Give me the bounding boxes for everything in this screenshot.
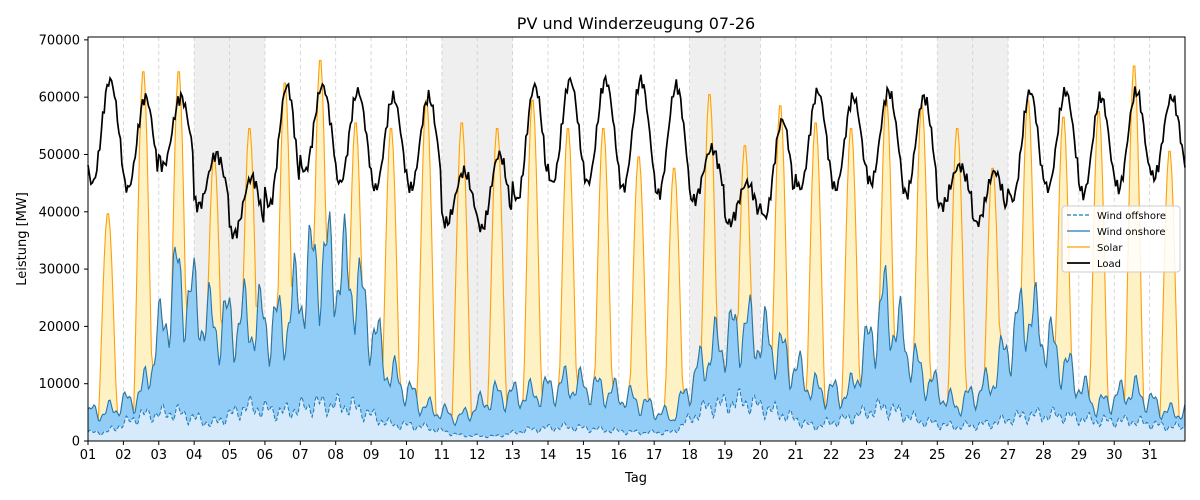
load-line bbox=[87, 73, 1186, 240]
x-ticks: 01 02 03 04 05 06 07 08 09 10 11 12 13 14 15 16 17 18 19 20… bbox=[80, 441, 1158, 463]
x-tick-label-07: 07 bbox=[292, 448, 309, 463]
x-tick-label-21: 21 bbox=[787, 448, 804, 463]
x-tick-label-05: 05 bbox=[221, 448, 238, 463]
x-tick-label-28: 28 bbox=[1035, 448, 1052, 463]
y-ticks: 0 10000 20000 30000 40000 50000 60000 70000 bbox=[39, 33, 88, 450]
x-tick-label-26: 26 bbox=[964, 448, 981, 463]
x-tick-label-30: 30 bbox=[1106, 448, 1123, 463]
legend-label-wind-offshore: Wind offshore bbox=[1097, 211, 1166, 222]
plot-frame bbox=[87, 36, 1186, 442]
x-tick-label-22: 22 bbox=[823, 448, 840, 463]
x-tick-label-04: 04 bbox=[186, 448, 203, 463]
solar-area bbox=[88, 60, 1185, 426]
x-tick-label-03: 03 bbox=[151, 448, 168, 463]
y-tick-label-20000: 20000 bbox=[39, 320, 80, 335]
chart-title: PV und Winderzeugung 07-26 bbox=[517, 14, 755, 33]
y-tick-label-60000: 60000 bbox=[39, 91, 80, 106]
y-tick-label-70000: 70000 bbox=[39, 33, 80, 48]
legend: Wind offshore Wind onshore Solar Load bbox=[1061, 205, 1181, 273]
x-tick-label-31: 31 bbox=[1141, 448, 1158, 463]
wind-onshore-area bbox=[88, 211, 1185, 438]
x-tick-label-29: 29 bbox=[1071, 448, 1088, 463]
y-tick-label-40000: 40000 bbox=[39, 205, 80, 220]
wind-offshore-area bbox=[88, 388, 1185, 441]
x-tick-label-08: 08 bbox=[327, 448, 344, 463]
y-tick-label-0: 0 bbox=[72, 435, 80, 450]
wind-offshore-line bbox=[87, 387, 1186, 439]
x-tick-label-06: 06 bbox=[257, 448, 274, 463]
x-tick-label-11: 11 bbox=[434, 448, 451, 463]
x-axis-label: Tag bbox=[624, 471, 647, 486]
legend-label-solar: Solar bbox=[1097, 243, 1123, 254]
y-tick-label-10000: 10000 bbox=[39, 377, 80, 392]
x-tick-label-17: 17 bbox=[646, 448, 663, 463]
y-tick-label-30000: 30000 bbox=[39, 263, 80, 278]
x-tick-label-23: 23 bbox=[858, 448, 875, 463]
x-tick-label-12: 12 bbox=[469, 448, 486, 463]
legend-box bbox=[1061, 205, 1181, 273]
x-tick-label-02: 02 bbox=[115, 448, 132, 463]
line-layer bbox=[87, 59, 1186, 439]
x-tick-label-20: 20 bbox=[752, 448, 769, 463]
x-tick-label-19: 19 bbox=[717, 448, 734, 463]
legend-label-wind-onshore: Wind onshore bbox=[1097, 227, 1165, 238]
x-tick-label-01: 01 bbox=[80, 448, 97, 463]
x-tick-label-24: 24 bbox=[894, 448, 911, 463]
x-tick-label-13: 13 bbox=[504, 448, 521, 463]
x-tick-label-25: 25 bbox=[929, 448, 946, 463]
wind-onshore-line bbox=[87, 211, 1186, 427]
x-tick-label-15: 15 bbox=[575, 448, 592, 463]
x-tick-label-10: 10 bbox=[398, 448, 415, 463]
legend-label-load: Load bbox=[1097, 259, 1121, 270]
x-tick-label-14: 14 bbox=[540, 448, 557, 463]
y-axis-label: Leistung [MW] bbox=[15, 192, 30, 286]
y-tick-label-50000: 50000 bbox=[39, 148, 80, 163]
x-tick-label-09: 09 bbox=[363, 448, 380, 463]
x-tick-label-16: 16 bbox=[611, 448, 628, 463]
area-layer bbox=[88, 60, 1185, 441]
x-tick-label-27: 27 bbox=[1000, 448, 1017, 463]
x-tick-label-18: 18 bbox=[681, 448, 698, 463]
